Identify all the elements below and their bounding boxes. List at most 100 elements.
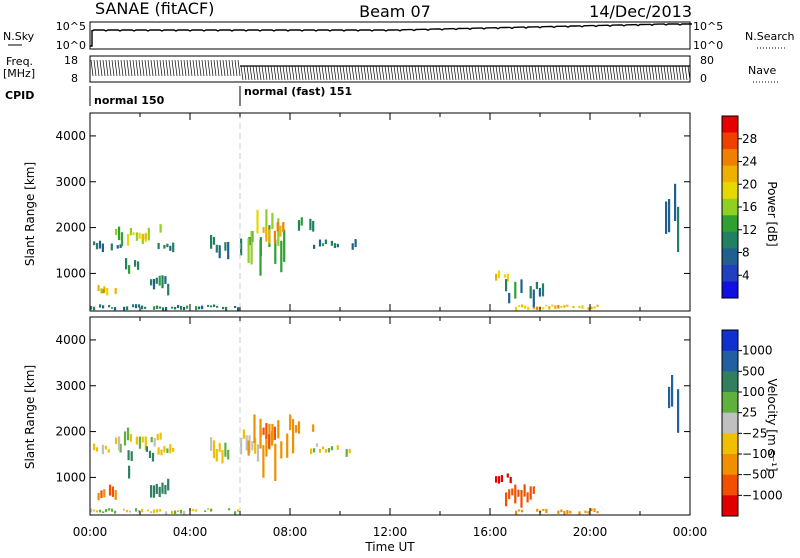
- freq-hatch-line: [153, 59, 157, 77]
- freq-label: Freq.: [6, 55, 33, 68]
- freq-hatch-line: [561, 65, 565, 81]
- power-colorbar-tick-label: 24: [742, 155, 757, 169]
- freq-hatch-line: [132, 59, 136, 77]
- freq-hatch-line: [111, 59, 115, 77]
- freq-hatch-line: [201, 59, 205, 77]
- freq-hatch-line: [654, 65, 658, 81]
- power-colorbar: 28 24 20 16 12 8 4: [721, 115, 757, 299]
- power-cell: [318, 239, 322, 247]
- power-cell: [137, 261, 140, 270]
- freq-hatch-line: [528, 65, 532, 81]
- power-colorbar-swatch: [722, 165, 738, 183]
- velocity-cell: [336, 445, 339, 450]
- power-cell: [497, 270, 501, 278]
- freq-hatch-line: [417, 65, 421, 81]
- freq-hatch-line: [315, 65, 319, 81]
- velocity-cell: [262, 427, 265, 435]
- radar-title: SANAE (fitACF): [95, 0, 214, 18]
- power-cell: [524, 305, 527, 309]
- freq-hatch-line: [159, 59, 163, 77]
- velocity-cell: [297, 421, 301, 434]
- velocity-cell: [218, 443, 221, 452]
- nsearch-label: N.Search: [745, 30, 795, 43]
- velocity-colorbar-tick-label: 100: [742, 385, 765, 399]
- power-cell: [596, 304, 599, 307]
- velocity-cell: [183, 510, 186, 515]
- freq-hatch-line: [258, 65, 262, 81]
- power-cell: [155, 277, 158, 284]
- freq-hatch-line: [405, 65, 409, 81]
- power-cell: [158, 275, 161, 286]
- freq-nave-trace: [90, 59, 691, 81]
- velocity-cell: [228, 508, 231, 511]
- freq-hatch-line: [321, 65, 325, 81]
- velocity-cell: [111, 486, 114, 497]
- beam-title: Beam 07: [359, 2, 431, 21]
- velocity-cell: [321, 446, 325, 450]
- velocity-cell: [514, 484, 517, 504]
- freq-hatch-line: [222, 59, 226, 77]
- freq-hatch-line: [309, 65, 313, 81]
- power-cell: [557, 305, 560, 309]
- velocity-cell: [215, 449, 218, 462]
- velocity-colorbar-swatch: [722, 350, 738, 372]
- power-cell: [93, 241, 96, 246]
- power-cell: [212, 236, 216, 245]
- velocity-cell: [224, 442, 227, 457]
- freq-hatch-line: [291, 65, 295, 81]
- freq-hatch-line: [240, 65, 244, 81]
- power-cell: [180, 305, 183, 310]
- velocity-cell: [563, 510, 566, 515]
- velocity-cell: [596, 511, 599, 514]
- velocity-cell: [569, 510, 572, 514]
- velocity-cell: [144, 436, 147, 451]
- power-colorbar-tick-label: 20: [742, 177, 757, 191]
- power-cell: [93, 306, 96, 311]
- velocity-cell: [107, 449, 110, 453]
- freq-hatch-line: [633, 65, 637, 81]
- freq-panel-frame: [89, 55, 691, 83]
- freq-hatch-line: [519, 65, 523, 81]
- velocity-cell: [159, 509, 162, 512]
- power-cell: [147, 227, 150, 241]
- velocity-cell: [327, 448, 330, 453]
- power-cell: [276, 222, 279, 232]
- power-cell: [273, 230, 276, 244]
- velocity-cell: [114, 490, 117, 500]
- power-cell: [520, 279, 523, 293]
- freq-hatch-line: [483, 65, 487, 81]
- velocity-colorbar-swatch: [722, 474, 738, 496]
- velocity-cell: [153, 509, 156, 514]
- nsky-panel-frame: [89, 21, 691, 50]
- power-cell: [324, 239, 327, 245]
- freq-hatch-line: [450, 65, 454, 81]
- power-cell: [106, 288, 109, 296]
- freq-hatch-line: [531, 65, 535, 81]
- velocity-cell: [310, 448, 313, 455]
- freq-hatch-line: [663, 65, 667, 81]
- nsky-trace: [90, 23, 692, 47]
- power-cell: [535, 281, 538, 290]
- velocity-cell: [135, 436, 138, 445]
- velocity-cell: [111, 508, 114, 512]
- velocity-cell: [150, 437, 153, 443]
- power-cell: [541, 283, 545, 297]
- velocity-cell: [105, 509, 108, 513]
- power-colorbar-swatch: [722, 281, 738, 299]
- velocity-cell: [508, 489, 511, 500]
- freq-hatch-line: [279, 65, 283, 81]
- freq-hatch-line: [216, 59, 220, 77]
- freq-hatch-line: [582, 65, 586, 81]
- freq-hatch-line: [99, 59, 103, 77]
- velocity-cell: [126, 427, 130, 441]
- power-cell: [536, 306, 539, 310]
- freq-hatch-line: [660, 65, 664, 81]
- freq-hatch-line: [105, 59, 109, 77]
- freq-hatch-line: [294, 65, 298, 81]
- velocity-cell: [265, 423, 268, 439]
- power-cell: [518, 305, 521, 308]
- power-cell: [195, 306, 198, 311]
- power-cell: [115, 228, 118, 235]
- freq-hatch-line: [441, 65, 445, 81]
- freq-hatch-line: [525, 65, 529, 81]
